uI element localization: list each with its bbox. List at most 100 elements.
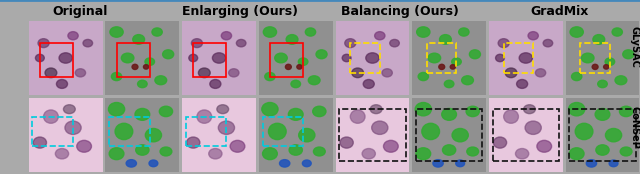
Ellipse shape	[444, 80, 454, 88]
Ellipse shape	[428, 53, 440, 63]
Bar	[109, 117, 150, 146]
Ellipse shape	[109, 148, 124, 160]
Text: Original: Original	[52, 5, 108, 18]
Ellipse shape	[314, 147, 325, 156]
Ellipse shape	[291, 80, 301, 88]
Ellipse shape	[197, 110, 212, 123]
Ellipse shape	[495, 54, 504, 62]
Ellipse shape	[110, 27, 123, 37]
Ellipse shape	[263, 27, 276, 37]
Ellipse shape	[620, 106, 633, 117]
Ellipse shape	[572, 72, 582, 81]
Ellipse shape	[592, 64, 598, 69]
Text: Enlarging (Ours): Enlarging (Ours)	[182, 5, 298, 18]
Ellipse shape	[442, 108, 456, 120]
Bar	[416, 109, 483, 161]
Ellipse shape	[366, 53, 379, 63]
Ellipse shape	[598, 80, 607, 88]
Ellipse shape	[415, 102, 431, 116]
Ellipse shape	[59, 53, 72, 63]
Ellipse shape	[364, 80, 374, 88]
Ellipse shape	[433, 160, 444, 167]
Ellipse shape	[132, 35, 145, 44]
Ellipse shape	[352, 68, 364, 78]
Bar	[339, 109, 406, 161]
Bar	[40, 43, 73, 77]
Ellipse shape	[149, 160, 158, 167]
Ellipse shape	[466, 106, 479, 117]
Ellipse shape	[302, 160, 311, 167]
Ellipse shape	[452, 128, 468, 142]
Ellipse shape	[498, 39, 509, 48]
Ellipse shape	[570, 27, 583, 37]
Ellipse shape	[187, 137, 200, 148]
Ellipse shape	[450, 65, 456, 69]
Ellipse shape	[217, 105, 228, 114]
Ellipse shape	[236, 39, 246, 47]
Ellipse shape	[615, 76, 627, 85]
Ellipse shape	[126, 160, 136, 167]
Ellipse shape	[340, 137, 353, 148]
Ellipse shape	[422, 123, 440, 140]
Ellipse shape	[452, 58, 461, 65]
Ellipse shape	[65, 121, 81, 134]
Ellipse shape	[68, 32, 78, 40]
Ellipse shape	[198, 68, 210, 78]
Ellipse shape	[582, 53, 594, 63]
Ellipse shape	[221, 32, 232, 40]
Ellipse shape	[218, 121, 234, 134]
Bar	[580, 43, 610, 73]
Ellipse shape	[275, 53, 287, 63]
Ellipse shape	[155, 76, 166, 85]
Ellipse shape	[516, 80, 527, 88]
Bar	[270, 43, 303, 77]
Ellipse shape	[298, 58, 308, 65]
Ellipse shape	[609, 160, 618, 167]
Ellipse shape	[362, 149, 376, 159]
Ellipse shape	[285, 64, 291, 69]
Ellipse shape	[132, 64, 138, 69]
Ellipse shape	[372, 121, 388, 134]
Ellipse shape	[469, 50, 481, 59]
Ellipse shape	[289, 145, 302, 155]
Ellipse shape	[370, 105, 382, 114]
Ellipse shape	[268, 123, 286, 140]
Bar	[350, 43, 380, 73]
Ellipse shape	[342, 54, 351, 62]
Ellipse shape	[299, 128, 315, 142]
Ellipse shape	[33, 137, 47, 148]
Ellipse shape	[595, 108, 610, 120]
Ellipse shape	[83, 39, 93, 47]
Ellipse shape	[612, 28, 623, 36]
Text: GLySAC: GLySAC	[629, 26, 639, 68]
Ellipse shape	[586, 160, 596, 167]
Bar	[186, 117, 227, 146]
Ellipse shape	[519, 53, 532, 63]
Ellipse shape	[417, 27, 430, 37]
Ellipse shape	[265, 72, 275, 81]
Ellipse shape	[456, 160, 465, 167]
Ellipse shape	[493, 137, 507, 148]
Bar	[193, 43, 227, 77]
Ellipse shape	[345, 39, 356, 48]
Ellipse shape	[55, 149, 68, 159]
Ellipse shape	[390, 39, 399, 47]
Ellipse shape	[316, 50, 327, 59]
Ellipse shape	[418, 72, 428, 81]
Ellipse shape	[230, 140, 245, 152]
Ellipse shape	[525, 121, 541, 134]
Bar	[570, 109, 636, 161]
Ellipse shape	[262, 148, 277, 160]
Ellipse shape	[313, 106, 326, 117]
Ellipse shape	[136, 145, 149, 155]
Ellipse shape	[623, 50, 634, 59]
Bar	[33, 117, 73, 146]
Ellipse shape	[568, 102, 585, 116]
Ellipse shape	[515, 149, 529, 159]
Ellipse shape	[152, 28, 163, 36]
Ellipse shape	[228, 69, 239, 77]
Ellipse shape	[135, 108, 150, 120]
Ellipse shape	[63, 105, 76, 114]
Ellipse shape	[308, 76, 320, 85]
Ellipse shape	[459, 28, 469, 36]
